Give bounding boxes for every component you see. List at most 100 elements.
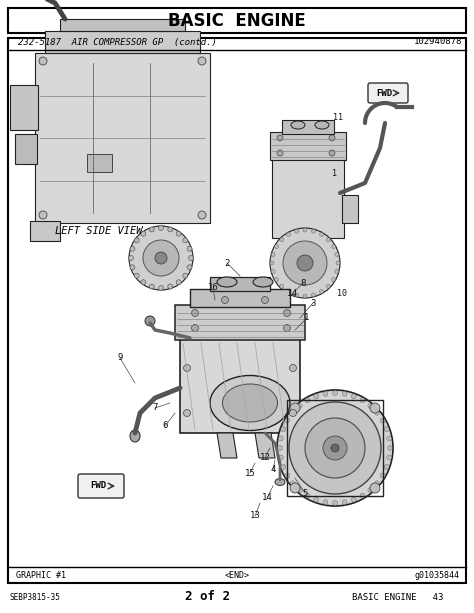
Polygon shape: [255, 433, 275, 458]
Circle shape: [290, 409, 297, 416]
Circle shape: [277, 446, 283, 451]
Ellipse shape: [217, 277, 237, 287]
Circle shape: [198, 57, 206, 65]
Circle shape: [39, 57, 47, 65]
Circle shape: [387, 436, 392, 441]
Ellipse shape: [253, 277, 273, 287]
Circle shape: [319, 289, 323, 294]
Text: 9: 9: [117, 354, 123, 362]
Text: 12: 12: [260, 454, 270, 462]
Circle shape: [187, 265, 192, 270]
Circle shape: [311, 293, 316, 297]
Circle shape: [290, 483, 300, 493]
Circle shape: [360, 493, 365, 498]
Circle shape: [370, 483, 380, 493]
Circle shape: [326, 284, 330, 288]
Circle shape: [342, 391, 347, 397]
Circle shape: [183, 238, 188, 243]
Ellipse shape: [222, 384, 277, 422]
Circle shape: [280, 238, 283, 242]
Circle shape: [368, 487, 373, 493]
Text: SEBP3815-35: SEBP3815-35: [10, 593, 61, 601]
Ellipse shape: [275, 479, 285, 485]
Circle shape: [291, 410, 295, 415]
Circle shape: [332, 245, 336, 248]
Bar: [10, 85, 38, 129]
Circle shape: [278, 436, 283, 441]
Circle shape: [342, 500, 347, 504]
Circle shape: [286, 232, 291, 237]
Circle shape: [291, 481, 295, 486]
Text: 2 of 2: 2 of 2: [185, 590, 230, 604]
Circle shape: [323, 436, 347, 460]
Bar: [190, 289, 290, 307]
Bar: [180, 338, 300, 433]
Circle shape: [270, 261, 274, 265]
Circle shape: [311, 229, 316, 233]
Circle shape: [168, 284, 173, 289]
Circle shape: [281, 464, 286, 470]
Text: 1: 1: [304, 313, 310, 322]
Circle shape: [183, 409, 191, 416]
Text: BASIC ENGINE   43: BASIC ENGINE 43: [352, 593, 443, 601]
Circle shape: [374, 410, 380, 415]
Circle shape: [286, 289, 291, 294]
Circle shape: [187, 246, 192, 251]
Bar: [30, 221, 60, 241]
Circle shape: [314, 394, 319, 399]
Circle shape: [305, 493, 310, 498]
Circle shape: [274, 245, 278, 248]
Circle shape: [143, 240, 179, 276]
Circle shape: [149, 284, 154, 289]
Circle shape: [39, 211, 47, 219]
Circle shape: [149, 227, 154, 232]
Circle shape: [290, 403, 300, 413]
Bar: [270, 132, 346, 160]
Bar: [60, 19, 185, 31]
Circle shape: [274, 278, 278, 281]
Circle shape: [297, 255, 313, 271]
Circle shape: [323, 391, 328, 397]
FancyBboxPatch shape: [78, 474, 124, 498]
Circle shape: [290, 365, 297, 371]
Circle shape: [326, 238, 330, 242]
Circle shape: [319, 232, 323, 237]
Circle shape: [335, 270, 339, 273]
Circle shape: [130, 246, 135, 251]
Circle shape: [281, 427, 286, 432]
Ellipse shape: [130, 430, 140, 442]
Circle shape: [384, 464, 389, 470]
Text: LEFT SIDE VIEW: LEFT SIDE VIEW: [55, 226, 143, 236]
Circle shape: [388, 446, 392, 451]
Circle shape: [130, 265, 135, 270]
Circle shape: [155, 252, 167, 264]
Circle shape: [305, 398, 310, 403]
Circle shape: [368, 403, 373, 408]
Bar: [210, 277, 270, 291]
Circle shape: [278, 455, 283, 460]
Text: 14: 14: [262, 493, 273, 503]
Circle shape: [323, 500, 328, 504]
Circle shape: [271, 270, 275, 273]
Circle shape: [314, 497, 319, 502]
Text: BASIC  ENGINE: BASIC ENGINE: [168, 12, 306, 30]
Text: 16: 16: [208, 283, 219, 292]
Circle shape: [380, 473, 385, 478]
Circle shape: [221, 297, 228, 303]
Circle shape: [176, 280, 181, 285]
Circle shape: [289, 402, 381, 494]
Polygon shape: [217, 433, 237, 458]
Circle shape: [332, 500, 337, 506]
Circle shape: [303, 228, 307, 232]
Circle shape: [283, 310, 291, 316]
Circle shape: [158, 286, 164, 291]
Circle shape: [351, 497, 356, 502]
Circle shape: [277, 150, 283, 156]
Circle shape: [191, 324, 199, 332]
Text: 14: 14: [287, 289, 297, 297]
Text: 5: 5: [302, 489, 308, 498]
Text: 11: 11: [333, 113, 343, 123]
Bar: [282, 120, 334, 134]
Circle shape: [370, 403, 380, 413]
Text: 3: 3: [310, 299, 316, 308]
